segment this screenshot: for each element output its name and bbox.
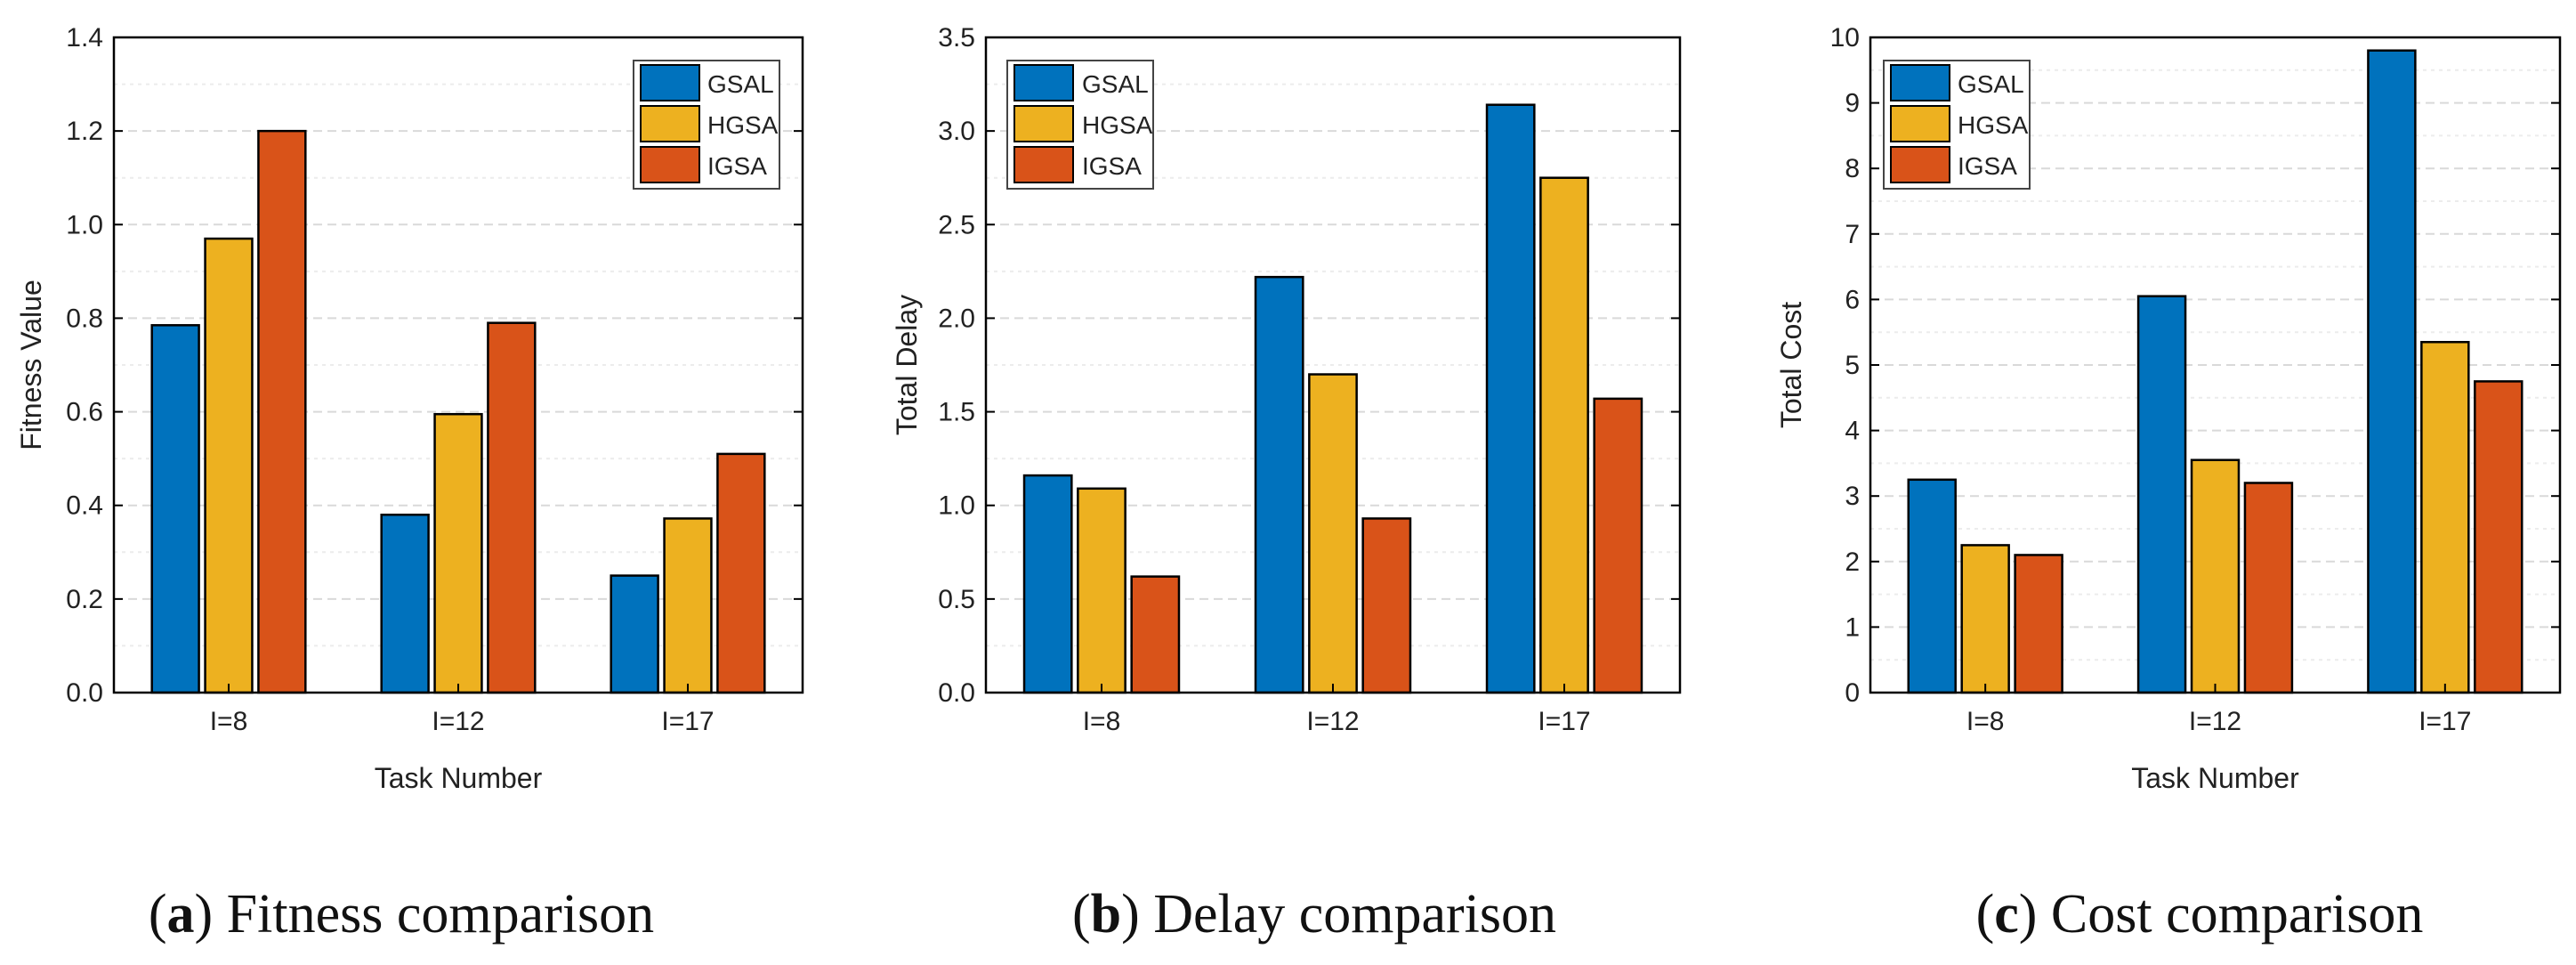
axes-box	[984, 36, 1682, 694]
bar-igsa-I8	[1130, 575, 1181, 694]
y-tick-label: 1.0	[938, 491, 975, 521]
y-tick-label: 0.2	[66, 585, 103, 614]
legend-swatch-igsa	[640, 146, 700, 183]
y-tick-label: 0.0	[66, 678, 103, 708]
panel-caption: (a) Fitness comparison	[149, 884, 654, 945]
x-tick-label: I=12	[2189, 707, 2241, 736]
legend-swatch-hgsa	[1013, 105, 1074, 142]
bar-igsa-I17	[2474, 380, 2524, 694]
y-tick-label: 6	[1845, 285, 1860, 314]
y-tick-label: 0.8	[66, 304, 103, 333]
legend-label-igsa: IGSA	[1958, 152, 2017, 180]
y-tick-label: 10	[1830, 23, 1860, 53]
bar-hgsa-I12	[1308, 373, 1358, 694]
panel-caption: (c) Cost comparison	[1976, 884, 2424, 945]
y-tick-label: 1	[1845, 612, 1860, 642]
y-tick-label: 7	[1845, 220, 1860, 249]
legend-swatch-hgsa	[640, 105, 700, 142]
bar-hgsa-I17	[1539, 176, 1589, 694]
y-tick-label: 8	[1845, 154, 1860, 183]
legend-label-gsal: GSAL	[707, 70, 774, 98]
legend-label-hgsa: HGSA	[707, 111, 779, 139]
panel-caption: (b) Delay comparison	[1072, 884, 1556, 945]
y-tick-label: 1.4	[66, 23, 103, 53]
y-axis-label: Fitness Value	[15, 280, 47, 450]
legend-label-gsal: GSAL	[1958, 70, 2024, 98]
y-tick-label: 5	[1845, 351, 1860, 380]
bar-gsal-I12	[2136, 295, 2187, 694]
legend-swatch-igsa	[1890, 146, 1950, 183]
bar-gsal-I8	[1022, 474, 1073, 694]
panel-a: I=8 I=12 I=17 0.0 0.2 0.4 0.6 0.8 1.0 1.2 1.4 Fitne…	[15, 23, 804, 945]
bar-gsal-I17	[2367, 49, 2417, 694]
bar-gsal-I8	[1907, 478, 1957, 694]
panel-b: I=8 I=12 I=17 0.0 0.5 1.0 1.5 2.0 2.5 3.0 3.5 Total…	[891, 23, 1682, 945]
bar-igsa-I8	[257, 129, 307, 694]
bar-igsa-I17	[716, 452, 766, 694]
x-tick-label: I=17	[2419, 707, 2471, 736]
y-tick-label: 3.5	[938, 23, 975, 53]
legend-swatch-gsal	[640, 64, 700, 101]
bar-gsal-I12	[1254, 275, 1304, 694]
bar-hgsa-I17	[663, 517, 713, 694]
axes-box	[112, 36, 804, 694]
x-tick-label: I=12	[432, 707, 484, 736]
x-axis-label: Task Number	[2131, 762, 2299, 794]
legend-swatch-igsa	[1013, 146, 1074, 183]
bar-hgsa-I12	[433, 412, 483, 694]
axes-box	[1869, 36, 2562, 694]
bar-igsa-I8	[2014, 554, 2063, 694]
bar-igsa-I12	[1361, 517, 1412, 694]
y-tick-label: 1.2	[66, 117, 103, 146]
y-tick-label: 1.5	[938, 398, 975, 427]
y-tick-label: 0.4	[66, 491, 103, 521]
bar-gsal-I12	[380, 513, 430, 694]
y-tick-label: 0.6	[66, 398, 103, 427]
legend: GSAL HGSA IGSA	[633, 60, 780, 190]
bar-hgsa-I8	[1960, 544, 2010, 694]
legend-label-gsal: GSAL	[1082, 70, 1149, 98]
bar-hgsa-I8	[1077, 487, 1126, 694]
panel-c: I=8 I=12 I=17 0 1 2 3 4 5 6 7 8 9 10 Total Cost Task Nu…	[1775, 23, 2562, 945]
legend-swatch-gsal	[1890, 64, 1950, 101]
x-tick-label: I=17	[661, 707, 714, 736]
x-tick-label: I=17	[1538, 707, 1590, 736]
y-axis-label: Total Cost	[1775, 302, 1807, 428]
y-tick-label: 2	[1845, 547, 1860, 577]
y-tick-label: 4	[1845, 417, 1860, 446]
y-tick-label: 9	[1845, 89, 1860, 118]
bar-igsa-I12	[487, 321, 537, 694]
x-tick-label: I=8	[1966, 707, 2005, 736]
y-tick-label: 0.5	[938, 585, 975, 614]
legend-label-igsa: IGSA	[707, 152, 767, 180]
y-tick-label: 0.0	[938, 678, 975, 708]
x-tick-label: I=8	[210, 707, 248, 736]
x-tick-label: I=8	[1083, 707, 1121, 736]
y-tick-label: 1.0	[66, 210, 103, 239]
bar-igsa-I12	[2243, 482, 2294, 694]
x-tick-label: I=12	[1306, 707, 1359, 736]
bar-hgsa-I12	[2190, 458, 2241, 694]
legend: GSAL HGSA IGSA	[1883, 60, 2031, 190]
legend-label-hgsa: HGSA	[1082, 111, 1153, 139]
y-tick-label: 3	[1845, 482, 1860, 511]
bar-gsal-I17	[610, 574, 659, 694]
legend-swatch-hgsa	[1890, 105, 1950, 142]
y-axis-label: Total Delay	[891, 295, 923, 435]
bar-gsal-I17	[1485, 103, 1536, 694]
legend-label-igsa: IGSA	[1082, 152, 1142, 180]
bar-igsa-I17	[1593, 397, 1643, 694]
legend-label-hgsa: HGSA	[1958, 111, 2029, 139]
legend: GSAL HGSA IGSA	[1006, 60, 1154, 190]
x-axis-label: Task Number	[375, 762, 543, 794]
y-tick-label: 2.0	[938, 304, 975, 333]
y-tick-label: 2.5	[938, 210, 975, 239]
bar-hgsa-I8	[204, 237, 254, 694]
legend-swatch-gsal	[1013, 64, 1074, 101]
y-tick-label: 3.0	[938, 117, 975, 146]
y-tick-label: 0	[1845, 678, 1860, 708]
bar-hgsa-I17	[2420, 340, 2470, 694]
bar-gsal-I8	[150, 324, 200, 694]
